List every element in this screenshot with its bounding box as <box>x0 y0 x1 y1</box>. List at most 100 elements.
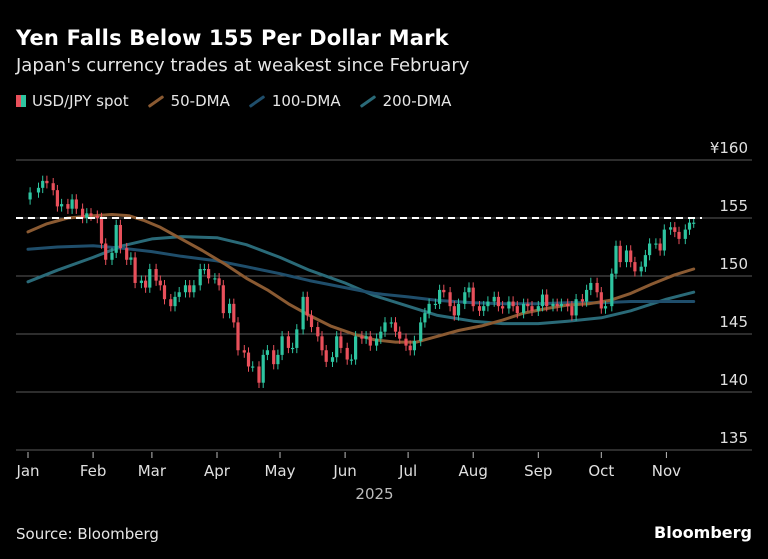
candle-body <box>477 306 482 311</box>
candle-body <box>633 262 637 272</box>
candle-body <box>280 336 284 355</box>
candle-body <box>60 204 64 207</box>
candle-body <box>412 340 416 351</box>
candle-body <box>242 350 246 353</box>
candle-body <box>375 338 379 346</box>
candle-body <box>276 354 280 365</box>
candle-body <box>354 336 358 360</box>
candle-body <box>133 257 137 283</box>
legend-item-100dma: 100-DMA <box>248 92 341 110</box>
x-tick-label: Jan <box>15 462 39 480</box>
candle-body <box>70 199 74 209</box>
x-tick-label: Jul <box>398 462 417 480</box>
y-tick-label: 155 <box>719 197 748 215</box>
x-tick-label: Jun <box>332 462 356 480</box>
candle-body <box>456 303 461 316</box>
legend-label-200dma: 200-DMA <box>382 92 452 110</box>
candle-body <box>566 303 570 307</box>
candle-body <box>398 331 402 339</box>
candle-body <box>595 282 599 293</box>
candle-body <box>545 294 549 307</box>
candle-body <box>551 303 555 307</box>
candle-body <box>349 359 353 361</box>
candle-body <box>614 245 618 274</box>
candle-body <box>236 322 240 351</box>
candle-body <box>330 357 335 362</box>
candle-body <box>427 303 431 314</box>
candle-body <box>669 227 673 230</box>
candle-body <box>639 266 643 272</box>
candle-body <box>624 250 629 263</box>
x-tick-label: Feb <box>80 462 107 480</box>
candle-body <box>95 215 99 218</box>
brand-logo: Bloomberg <box>654 523 752 542</box>
legend: USD/JPY spot 50-DMA 100-DMA 200-DMA <box>16 92 451 110</box>
candle-body <box>41 180 45 188</box>
candle-body <box>286 336 290 348</box>
candle-body <box>448 292 452 307</box>
candle-body <box>261 354 265 383</box>
candle-body <box>536 306 540 311</box>
candle-body <box>114 224 118 253</box>
candle-body <box>139 280 143 283</box>
candle-body <box>648 243 652 256</box>
candle-body <box>173 296 177 307</box>
candle-body <box>177 292 181 297</box>
candle-body <box>580 299 584 302</box>
candle-body <box>169 299 173 307</box>
candle-swatch-icon <box>16 95 26 107</box>
candle-body <box>555 303 559 307</box>
x-tick-label: Nov <box>652 462 681 480</box>
y-tick-label: 135 <box>719 429 748 447</box>
candle-body <box>364 336 368 339</box>
legend-label-spot: USD/JPY spot <box>32 92 129 110</box>
y-tick-label: 145 <box>719 313 748 331</box>
legend-item-50dma: 50-DMA <box>147 92 230 110</box>
chart-subtitle: Japan's currency trades at weakest since… <box>16 55 470 76</box>
line-swatch-icon <box>248 94 266 108</box>
candle-body <box>463 292 467 304</box>
candle-body <box>389 322 393 324</box>
candle-body <box>574 299 578 316</box>
candle-body <box>207 269 211 279</box>
candle-body <box>452 306 456 316</box>
candle-body <box>404 338 408 346</box>
candle-body <box>99 218 104 244</box>
candle-body <box>496 296 500 307</box>
candle-body <box>144 280 148 288</box>
line-swatch-icon <box>147 94 164 108</box>
candle-body <box>603 306 608 309</box>
candle-body <box>643 255 647 267</box>
candle-body <box>408 345 412 351</box>
candle-body <box>55 190 59 207</box>
candle-body <box>251 366 255 368</box>
candle-body <box>492 296 496 302</box>
y-tick-label: 140 <box>719 371 748 389</box>
candle-body <box>232 303 236 323</box>
candle-body <box>228 303 232 314</box>
candle-body <box>295 329 299 348</box>
candle-body <box>36 187 41 193</box>
candle-body <box>301 296 305 330</box>
x-tick-label: Mar <box>138 462 167 480</box>
candle-body <box>125 248 129 260</box>
chart-plot: ¥160 155 150 145 140 135 Jan Feb Mar Apr May Jun Jul… <box>15 139 752 503</box>
candle-body <box>192 285 196 293</box>
candle-body <box>28 192 32 200</box>
candle-body <box>257 366 261 383</box>
candle-body <box>81 208 85 218</box>
candle-body <box>618 245 622 263</box>
candle-body <box>66 204 70 209</box>
candle-body <box>662 229 666 251</box>
candle-body <box>316 327 320 337</box>
candle-body <box>246 352 251 367</box>
candle-body <box>559 303 563 307</box>
candle-body <box>589 282 593 290</box>
candle-body <box>419 322 423 341</box>
candle-body <box>188 285 192 293</box>
candle-body <box>213 278 217 280</box>
candle-body <box>104 243 108 260</box>
candle-body <box>158 280 162 286</box>
candle-body <box>442 289 446 293</box>
candle-body <box>515 306 519 314</box>
